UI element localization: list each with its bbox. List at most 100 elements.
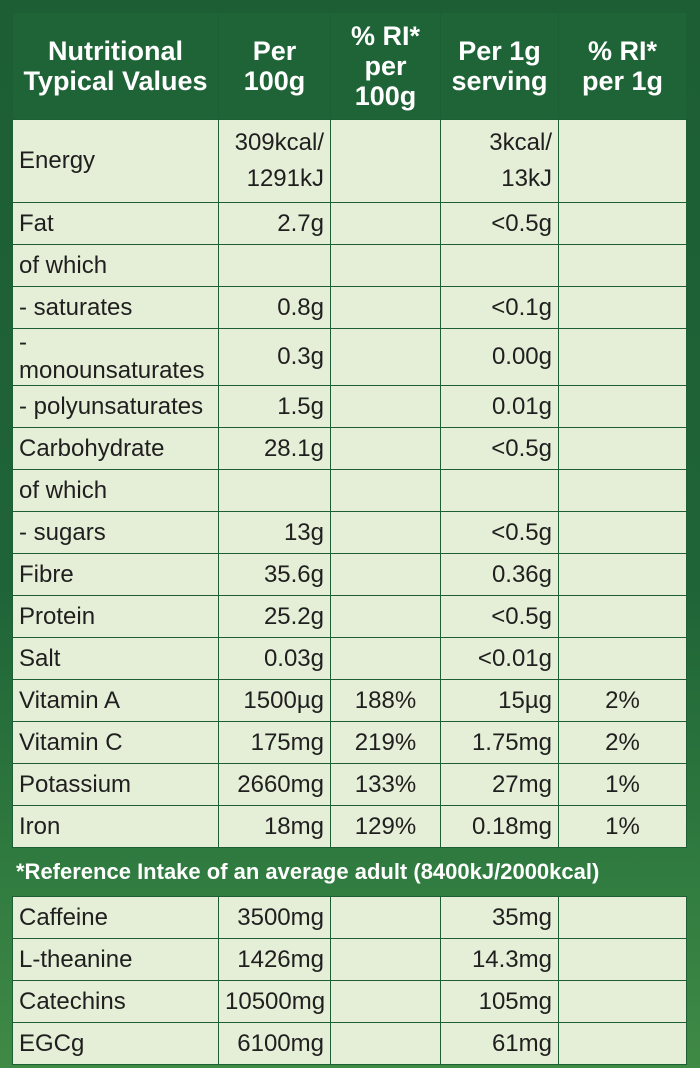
ri-per-100g-value	[330, 244, 441, 287]
nutrition-table: Nutritional Typical Values Per 100g % RI…	[12, 12, 687, 848]
ri-per-100g-value	[330, 896, 441, 939]
per-1g-value: 14.3mg	[440, 938, 559, 981]
nutrition-body: Energy 309kcal/ 1291kJ 3kcal/ 13kJ Fat 2.7g <…	[12, 119, 687, 848]
nutrient-label: Vitamin C	[12, 721, 219, 764]
nutrient-label: Salt	[12, 637, 219, 680]
ri-per-1g-value	[558, 244, 687, 287]
per-100g-value: 28.1g	[218, 427, 331, 470]
extra-compounds-table: Caffeine 3500mg 35mg L-theanine 1426mg 14.3mg…	[12, 896, 687, 1065]
extra-compounds-body: Caffeine 3500mg 35mg L-theanine 1426mg 14.3mg…	[12, 896, 687, 1065]
ri-per-100g-value: 133%	[330, 763, 441, 806]
ri-per-1g-value	[558, 938, 687, 981]
per-1g-value: <0.01g	[440, 637, 559, 680]
nutrient-label: Vitamin A	[12, 679, 219, 722]
ri-per-100g-value	[330, 427, 441, 470]
per-1g-value: 0.18mg	[440, 805, 559, 848]
per-100g-value: 1426mg	[218, 938, 331, 981]
per-100g-value: 35.6g	[218, 553, 331, 596]
per-100g-value: 1500µg	[218, 679, 331, 722]
nutrient-label: - polyunsaturates	[12, 385, 219, 428]
per-100g-value: 6100mg	[218, 1022, 331, 1065]
per-100g-value: 175mg	[218, 721, 331, 764]
per-1g-value: <0.5g	[440, 511, 559, 554]
per-1g-value: 27mg	[440, 763, 559, 806]
per-100g-value: 0.8g	[218, 286, 331, 329]
per-100g-value: 2.7g	[218, 202, 331, 245]
nutrient-label: EGCg	[12, 1022, 219, 1065]
ri-per-1g-value	[558, 980, 687, 1023]
nutrient-label: Fibre	[12, 553, 219, 596]
ri-per-1g-value	[558, 896, 687, 939]
nutrient-label: - sugars	[12, 511, 219, 554]
ri-per-100g-value	[330, 553, 441, 596]
per-1g-value: 3kcal/ 13kJ	[440, 119, 559, 203]
nutrient-label: of which	[12, 469, 219, 512]
header-typical-values: Nutritional Typical Values	[12, 12, 219, 120]
ri-per-1g-value	[558, 553, 687, 596]
nutrient-label: Protein	[12, 595, 219, 638]
ri-per-100g-value	[330, 328, 441, 386]
table-row: Fat 2.7g <0.5g	[12, 202, 687, 245]
header-per-1g: Per 1g serving	[440, 12, 559, 120]
table-row: Catechins 10500mg 105mg	[12, 980, 687, 1023]
ri-per-1g-value	[558, 511, 687, 554]
nutrient-label: Catechins	[12, 980, 219, 1023]
nutrient-label: of which	[12, 244, 219, 287]
nutrient-label: - monounsaturates	[12, 328, 219, 386]
per-1g-value: <0.5g	[440, 202, 559, 245]
nutrient-label: L-theanine	[12, 938, 219, 981]
per-1g-value: <0.5g	[440, 427, 559, 470]
ri-per-100g-value	[330, 202, 441, 245]
ri-per-100g-value	[330, 938, 441, 981]
table-row: of which	[12, 469, 687, 512]
ri-per-100g-value	[330, 511, 441, 554]
ri-per-1g-value	[558, 385, 687, 428]
per-100g-value: 309kcal/ 1291kJ	[218, 119, 331, 203]
table-row: - saturates 0.8g <0.1g	[12, 286, 687, 329]
per-1g-value: 105mg	[440, 980, 559, 1023]
table-row: L-theanine 1426mg 14.3mg	[12, 938, 687, 981]
ri-per-100g-value	[330, 637, 441, 680]
per-1g-value	[440, 469, 559, 512]
ri-per-1g-value	[558, 427, 687, 470]
table-row: Carbohydrate 28.1g <0.5g	[12, 427, 687, 470]
ri-per-1g-value	[558, 286, 687, 329]
table-row: - sugars 13g <0.5g	[12, 511, 687, 554]
per-1g-value: 61mg	[440, 1022, 559, 1065]
ri-per-100g-value	[330, 286, 441, 329]
nutrition-panel: Nutritional Typical Values Per 100g % RI…	[12, 12, 687, 1065]
nutrient-label: Potassium	[12, 763, 219, 806]
header-ri-per-1g: % RI* per 1g	[558, 12, 687, 120]
ri-per-1g-value: 2%	[558, 679, 687, 722]
nutrient-label: Energy	[12, 119, 219, 203]
ri-per-1g-value: 2%	[558, 721, 687, 764]
per-1g-value: 15µg	[440, 679, 559, 722]
table-row: EGCg 6100mg 61mg	[12, 1022, 687, 1065]
ri-per-100g-value: 219%	[330, 721, 441, 764]
table-row: Energy 309kcal/ 1291kJ 3kcal/ 13kJ	[12, 119, 687, 203]
per-1g-value: 0.36g	[440, 553, 559, 596]
table-row: Caffeine 3500mg 35mg	[12, 896, 687, 939]
table-row: of which	[12, 244, 687, 287]
per-100g-value: 18mg	[218, 805, 331, 848]
per-100g-value: 13g	[218, 511, 331, 554]
ri-per-100g-value	[330, 980, 441, 1023]
ri-per-1g-value: 1%	[558, 805, 687, 848]
per-100g-value: 3500mg	[218, 896, 331, 939]
table-row: Iron 18mg 129% 0.18mg 1%	[12, 805, 687, 848]
table-row: - polyunsaturates 1.5g 0.01g	[12, 385, 687, 428]
ri-per-1g-value: 1%	[558, 763, 687, 806]
per-1g-value: <0.1g	[440, 286, 559, 329]
reference-intake-footnote: *Reference Intake of an average adult (8…	[16, 859, 600, 884]
table-row: Potassium 2660mg 133% 27mg 1%	[12, 763, 687, 806]
ri-per-100g-value	[330, 385, 441, 428]
table-row: Vitamin C 175mg 219% 1.75mg 2%	[12, 721, 687, 764]
per-100g-value: 2660mg	[218, 763, 331, 806]
ri-per-1g-value	[558, 328, 687, 386]
table-row: Vitamin A 1500µg 188% 15µg 2%	[12, 679, 687, 722]
nutrient-label: Caffeine	[12, 896, 219, 939]
ri-per-1g-value	[558, 1022, 687, 1065]
per-1g-value: 0.01g	[440, 385, 559, 428]
ri-per-1g-value	[558, 202, 687, 245]
per-1g-value: 0.00g	[440, 328, 559, 386]
